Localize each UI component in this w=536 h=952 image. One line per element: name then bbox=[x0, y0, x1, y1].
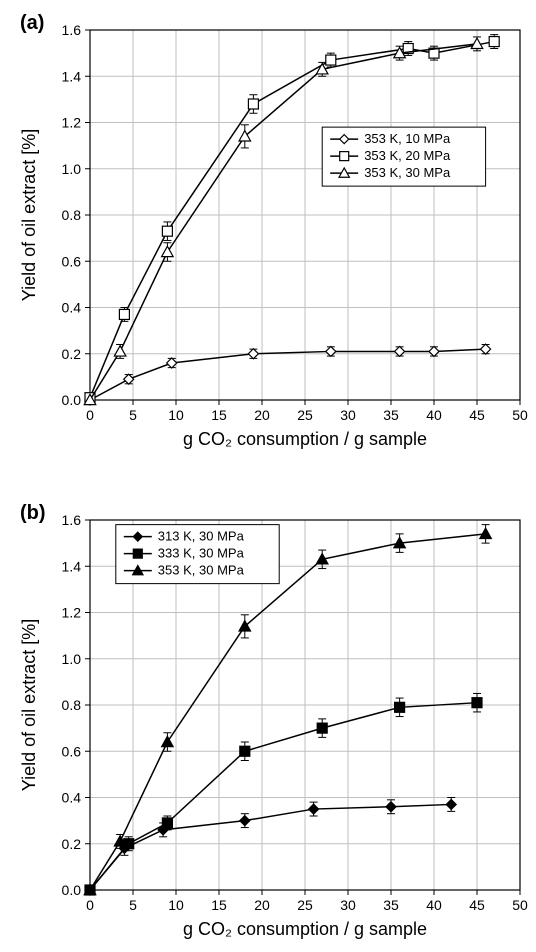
svg-text:353 K, 30 MPa: 353 K, 30 MPa bbox=[364, 165, 451, 180]
svg-text:353 K, 10 MPa: 353 K, 10 MPa bbox=[364, 131, 451, 146]
svg-text:353 K, 30 MPa: 353 K, 30 MPa bbox=[158, 563, 245, 578]
svg-text:10: 10 bbox=[168, 407, 184, 423]
svg-text:0.8: 0.8 bbox=[62, 207, 82, 223]
svg-text:333 K, 30 MPa: 333 K, 30 MPa bbox=[158, 546, 245, 561]
svg-text:50: 50 bbox=[512, 897, 528, 913]
chart-b: 0 5 10 15 20 25 30 35 40 45 50 0.0 0.2 0.4 0.6 0.8 1.0 1.… bbox=[0, 490, 536, 950]
svg-text:10: 10 bbox=[168, 897, 184, 913]
svg-text:0: 0 bbox=[86, 407, 94, 423]
svg-text:5: 5 bbox=[129, 897, 137, 913]
svg-text:35: 35 bbox=[383, 407, 399, 423]
svg-text:0.2: 0.2 bbox=[62, 836, 82, 852]
svg-text:0.0: 0.0 bbox=[62, 882, 82, 898]
svg-text:35: 35 bbox=[383, 897, 399, 913]
svg-text:0.6: 0.6 bbox=[62, 743, 82, 759]
svg-text:50: 50 bbox=[512, 407, 528, 423]
svg-text:20: 20 bbox=[254, 407, 270, 423]
svg-text:40: 40 bbox=[426, 897, 442, 913]
svg-text:0: 0 bbox=[86, 897, 94, 913]
svg-text:1.2: 1.2 bbox=[62, 605, 82, 621]
svg-text:15: 15 bbox=[211, 407, 227, 423]
svg-text:1.0: 1.0 bbox=[62, 651, 82, 667]
figure-page: (a) 051015202530354045500.00.20.40.60.81… bbox=[0, 0, 536, 952]
svg-text:30: 30 bbox=[340, 407, 356, 423]
svg-text:25: 25 bbox=[297, 407, 313, 423]
svg-text:1.0: 1.0 bbox=[62, 161, 82, 177]
svg-text:45: 45 bbox=[469, 897, 485, 913]
svg-text:0.0: 0.0 bbox=[62, 392, 82, 408]
panel-b: (b) 0 5 10 15 20 25 30 35 40 45 50 0.0 0.2 0.4 0.6 0.8 1… bbox=[0, 490, 536, 950]
svg-text:1.2: 1.2 bbox=[62, 115, 82, 131]
svg-text:0.8: 0.8 bbox=[62, 697, 82, 713]
panel-a-label: (a) bbox=[20, 12, 44, 35]
svg-text:g CO₂ consumption / g sample: g CO₂ consumption / g sample bbox=[183, 919, 427, 939]
svg-text:0.4: 0.4 bbox=[62, 790, 82, 806]
svg-text:45: 45 bbox=[469, 407, 485, 423]
svg-text:Yield of oil extract [%]: Yield of oil extract [%] bbox=[19, 129, 39, 301]
svg-text:40: 40 bbox=[426, 407, 442, 423]
svg-text:Yield of oil extract [%]: Yield of oil extract [%] bbox=[19, 619, 39, 791]
svg-text:1.6: 1.6 bbox=[62, 512, 82, 528]
svg-text:1.4: 1.4 bbox=[62, 68, 82, 84]
svg-text:313 K, 30 MPa: 313 K, 30 MPa bbox=[158, 529, 245, 544]
svg-text:15: 15 bbox=[211, 897, 227, 913]
svg-text:0.2: 0.2 bbox=[62, 346, 82, 362]
svg-text:1.4: 1.4 bbox=[62, 558, 82, 574]
svg-text:5: 5 bbox=[129, 407, 137, 423]
svg-text:20: 20 bbox=[254, 897, 270, 913]
svg-text:30: 30 bbox=[340, 897, 356, 913]
svg-text:353 K, 20 MPa: 353 K, 20 MPa bbox=[364, 148, 451, 163]
chart-a: 0 5 10 15 20 25 30 35 40 45 50 0.0 0.2 0.4 0.6 0.8 1.0 1.… bbox=[0, 0, 536, 460]
svg-text:0.6: 0.6 bbox=[62, 253, 82, 269]
panel-a: (a) 0 5 10 15 20 25 30 35 40 45 50 0.0 0.2 0.4 0.6 0.8 1… bbox=[0, 0, 536, 460]
svg-text:25: 25 bbox=[297, 897, 313, 913]
svg-text:1.6: 1.6 bbox=[62, 22, 82, 38]
panel-b-label: (b) bbox=[20, 502, 46, 525]
svg-text:g CO₂ consumption / g sample: g CO₂ consumption / g sample bbox=[183, 429, 427, 449]
svg-text:0.4: 0.4 bbox=[62, 300, 82, 316]
